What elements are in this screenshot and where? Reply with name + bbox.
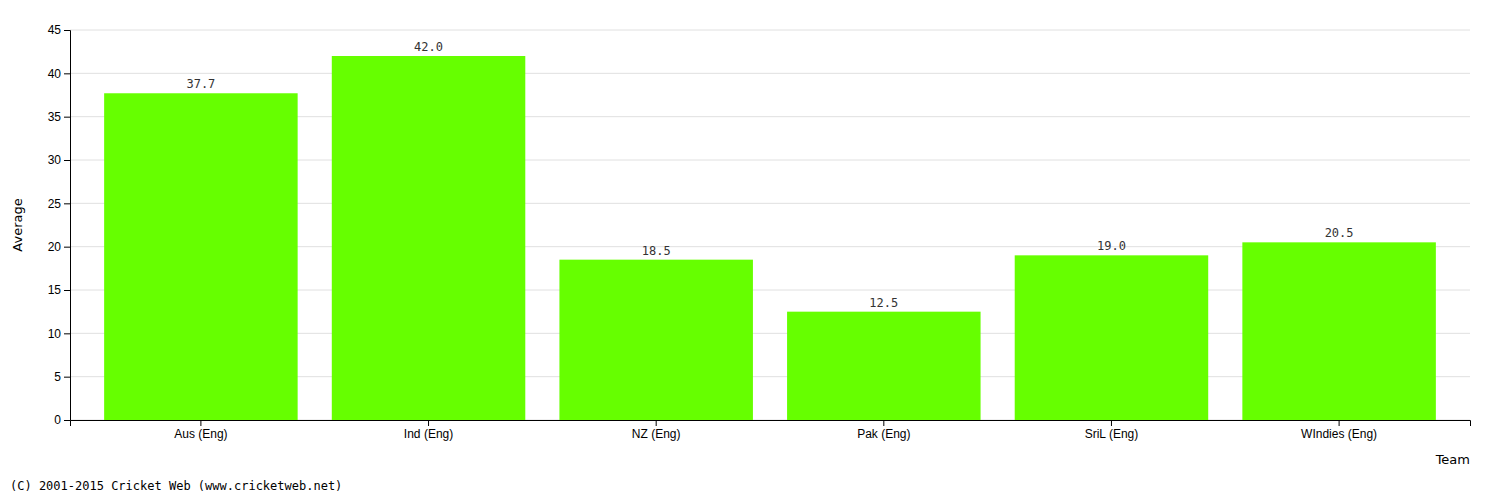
grid-line: [70, 73, 1470, 74]
chart: 37.7 42.0 18.5 12.5 19.0 20.5 0 5 10 15 20 25 30 35 40…: [0, 0, 1500, 500]
bars: [104, 56, 1436, 420]
x-axis: Aus (Eng) Ind (Eng) NZ (Eng) Pak (Eng) SriL …: [71, 420, 1471, 441]
data-labels: 37.7 42.0 18.5 12.5 19.0 20.5: [186, 40, 1353, 310]
y-tick-label: 0: [54, 413, 61, 427]
x-tick: Pak (Eng): [857, 420, 910, 441]
plot: 37.7 42.0 18.5 12.5 19.0 20.5 0 5 10 15 20 25 30 35 40…: [48, 23, 1471, 440]
y-tick-label: 5: [54, 370, 61, 384]
y-tick: 0: [54, 413, 70, 427]
x-tick-mark: [656, 420, 657, 426]
data-label: 19.0: [1097, 239, 1126, 253]
data-label: 12.5: [869, 296, 898, 310]
x-axis-line: [71, 421, 1471, 427]
bar: [787, 312, 980, 420]
y-tick: 35: [48, 110, 70, 124]
bar: [1015, 255, 1208, 420]
x-tick-mark: [1111, 420, 1112, 426]
x-tick-label: SriL (Eng): [1085, 427, 1139, 441]
y-tick: 10: [48, 327, 70, 341]
grid-line: [70, 30, 1470, 31]
x-tick-mark: [1339, 420, 1340, 426]
footer: (C) 2001-2015 Cricket Web (www.cricketwe…: [10, 479, 342, 493]
x-tick: WIndies (Eng): [1301, 420, 1377, 441]
y-tick-label: 20: [48, 240, 62, 254]
x-tick-mark: [883, 420, 884, 426]
y-tick-mark: [64, 420, 70, 421]
data-label: 37.7: [186, 77, 215, 91]
grid: [70, 30, 1470, 420]
data-label: 18.5: [642, 244, 671, 258]
bar: [559, 260, 752, 420]
data-label: 20.5: [1325, 226, 1354, 240]
x-tick-label: Aus (Eng): [174, 427, 227, 441]
y-tick-label: 25: [48, 197, 62, 211]
y-tick-mark: [64, 290, 70, 291]
y-tick-mark: [64, 30, 70, 31]
x-axis-label: Team: [1435, 452, 1470, 467]
y-tick: 5: [54, 370, 70, 384]
y-tick-label: 40: [48, 67, 62, 81]
x-tick: Ind (Eng): [404, 420, 453, 441]
y-tick-mark: [64, 117, 70, 118]
x-tick: Aus (Eng): [174, 420, 227, 441]
x-tick-label: Ind (Eng): [404, 427, 453, 441]
y-tick: 30: [48, 153, 70, 167]
y-tick: 45: [48, 23, 70, 37]
y-tick-mark: [64, 247, 70, 248]
y-tick: 20: [48, 240, 70, 254]
y-tick: 15: [48, 283, 70, 297]
y-tick-mark: [64, 333, 70, 334]
y-tick-mark: [64, 73, 70, 74]
y-tick-mark: [64, 203, 70, 204]
y-tick-mark: [64, 160, 70, 161]
x-tick: SriL (Eng): [1085, 420, 1139, 441]
y-tick: 40: [48, 67, 70, 81]
data-label: 42.0: [414, 40, 443, 54]
x-tick-label: WIndies (Eng): [1301, 427, 1377, 441]
bar: [1242, 242, 1435, 420]
y-axis: 0 5 10 15 20 25 30 35 40 45: [48, 23, 71, 427]
x-tick-mark: [200, 420, 201, 426]
y-tick-label: 35: [48, 110, 62, 124]
y-tick-label: 30: [48, 153, 62, 167]
y-tick-label: 15: [48, 283, 62, 297]
y-axis-line: [64, 31, 71, 421]
bar: [332, 56, 525, 420]
y-tick: 25: [48, 197, 70, 211]
x-tick-mark: [428, 420, 429, 426]
y-tick-label: 10: [48, 327, 62, 341]
x-tick-label: NZ (Eng): [632, 427, 681, 441]
x-tick-label: Pak (Eng): [857, 427, 910, 441]
y-tick-label: 45: [48, 23, 62, 37]
y-axis-label: Average: [10, 198, 25, 251]
y-tick-mark: [64, 377, 70, 378]
x-tick: NZ (Eng): [632, 420, 681, 441]
bar: [104, 93, 297, 420]
